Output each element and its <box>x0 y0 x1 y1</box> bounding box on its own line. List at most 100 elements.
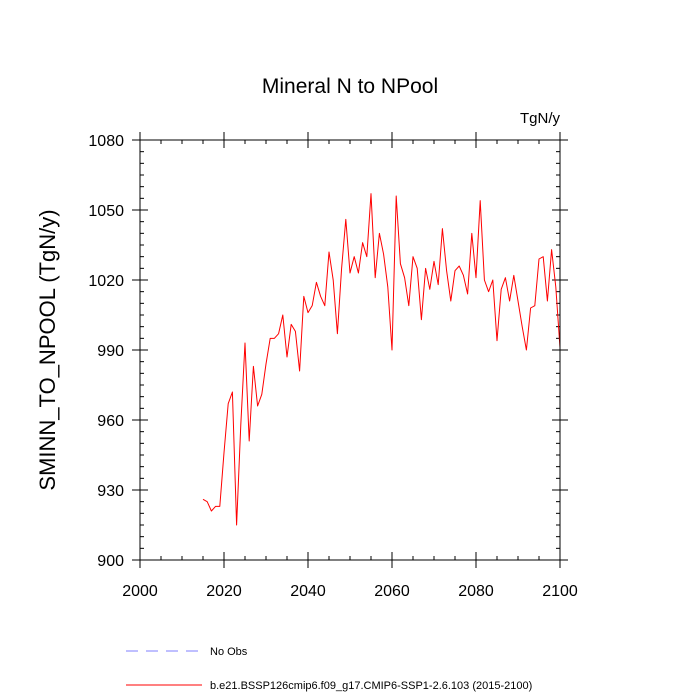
x-tick-label: 2040 <box>290 583 326 600</box>
plot-lines <box>202 193 561 526</box>
data-point <box>551 249 552 250</box>
data-point <box>366 256 367 257</box>
chart-title: Mineral N to NPool <box>262 75 438 98</box>
data-point <box>459 265 460 266</box>
data-point <box>278 333 279 334</box>
data-point <box>358 272 359 273</box>
data-point <box>463 275 464 276</box>
data-point <box>375 277 376 278</box>
data-point <box>492 279 493 280</box>
data-point <box>396 195 397 196</box>
data-point <box>345 219 346 220</box>
data-point <box>530 307 531 308</box>
data-point <box>501 289 502 290</box>
data-point <box>480 200 481 201</box>
data-point <box>223 452 224 453</box>
data-point <box>236 524 237 525</box>
data-point <box>257 405 258 406</box>
data-point <box>253 366 254 367</box>
legend-label-model-run: b.e21.BSSP126cmip6.f09_g17.CMIP6-SSP1-2.… <box>210 680 532 692</box>
data-point <box>291 324 292 325</box>
data-point <box>450 300 451 301</box>
data-point <box>219 506 220 507</box>
data-point <box>534 305 535 306</box>
series-line-model-run <box>202 193 561 526</box>
data-point <box>240 424 241 425</box>
data-point <box>471 233 472 234</box>
y-tick-label: 930 <box>97 483 124 500</box>
data-point <box>496 340 497 341</box>
y-tick-label: 1080 <box>88 133 124 150</box>
data-point <box>282 314 283 315</box>
data-point <box>303 296 304 297</box>
y-axis-label: SMINN_TO_NPOOL (TgN/y) <box>35 209 60 490</box>
data-point <box>391 349 392 350</box>
data-point <box>408 305 409 306</box>
data-point <box>261 394 262 395</box>
data-point <box>232 391 233 392</box>
data-point <box>312 305 313 306</box>
data-point <box>543 256 544 257</box>
data-point <box>337 333 338 334</box>
y-tick-label: 1020 <box>88 273 124 290</box>
data-point <box>202 499 203 500</box>
data-point <box>207 501 208 502</box>
data-point <box>404 277 405 278</box>
data-point <box>383 254 384 255</box>
data-point <box>387 286 388 287</box>
data-point <box>286 356 287 357</box>
data-point <box>446 270 447 271</box>
data-point <box>324 305 325 306</box>
data-point <box>505 277 506 278</box>
units-label: TgN/y <box>520 110 561 127</box>
data-point <box>270 338 271 339</box>
data-point <box>412 256 413 257</box>
data-point <box>429 289 430 290</box>
data-point <box>538 258 539 259</box>
data-point <box>370 193 371 194</box>
data-point <box>244 342 245 343</box>
plot-frame <box>139 139 561 561</box>
data-point <box>320 296 321 297</box>
data-point <box>442 228 443 229</box>
legend: No Obs b.e21.BSSP126cmip6.f09_g17.CMIP6-… <box>126 646 532 692</box>
data-point <box>328 251 329 252</box>
x-tick-label: 2020 <box>206 583 242 600</box>
x-tick-label: 2080 <box>458 583 494 600</box>
data-point <box>526 349 527 350</box>
data-point <box>484 279 485 280</box>
data-point <box>438 284 439 285</box>
data-point <box>513 275 514 276</box>
data-point <box>488 291 489 292</box>
data-point <box>349 272 350 273</box>
x-tick-label: 2000 <box>122 583 158 600</box>
data-point <box>522 326 523 327</box>
y-tick-label: 960 <box>97 413 124 430</box>
data-point <box>517 300 518 301</box>
y-tick-label: 1050 <box>88 203 124 220</box>
data-point <box>547 300 548 301</box>
data-point <box>467 293 468 294</box>
data-point <box>215 506 216 507</box>
x-tick-label: 2060 <box>374 583 410 600</box>
data-point <box>307 312 308 313</box>
data-point <box>555 286 556 287</box>
data-point <box>454 270 455 271</box>
data-point <box>354 256 355 257</box>
data-point <box>509 300 510 301</box>
data-point <box>316 282 317 283</box>
data-point <box>299 370 300 371</box>
data-point <box>341 268 342 269</box>
x-tick-label: 2100 <box>542 583 578 600</box>
data-point <box>228 403 229 404</box>
data-point <box>274 338 275 339</box>
data-point <box>417 268 418 269</box>
data-point <box>425 268 426 269</box>
axis-ticks: 2000 2020 2040 2060 2080 2100 900 930 960 990 1020… <box>88 132 578 600</box>
data-point <box>475 277 476 278</box>
data-point <box>379 233 380 234</box>
data-point <box>249 440 250 441</box>
data-point <box>421 319 422 320</box>
data-point <box>400 263 401 264</box>
